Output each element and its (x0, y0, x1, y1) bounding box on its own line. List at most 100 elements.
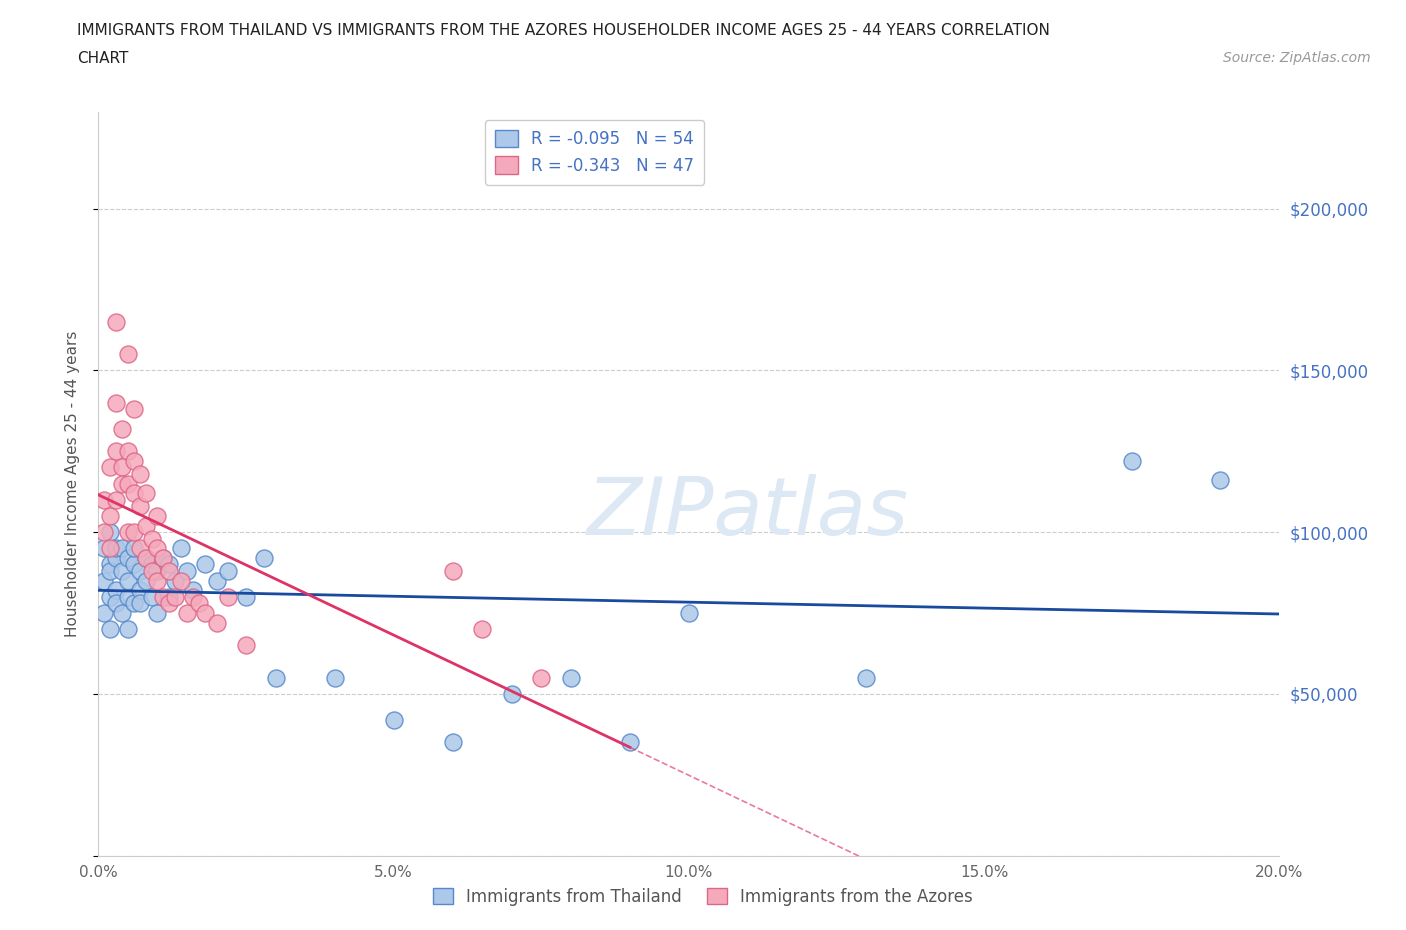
Point (157, 557, 180, 572)
Point (157, 596, 180, 611)
Point (128, 564, 150, 578)
Text: CHART: CHART (77, 51, 129, 66)
Point (146, 605, 169, 620)
Point (105, 395, 128, 410)
Point (217, 564, 239, 578)
Point (128, 498, 150, 513)
Point (382, 712, 405, 727)
Point (98, 460, 121, 475)
Point (122, 402, 145, 417)
Point (117, 476, 139, 491)
Point (117, 622, 139, 637)
Text: ZIPatlas: ZIPatlas (586, 474, 910, 552)
Point (530, 671, 553, 685)
Point (135, 518, 157, 533)
Point (122, 541, 145, 556)
Point (93, 605, 115, 620)
Point (105, 551, 128, 565)
Point (105, 444, 128, 458)
Point (105, 583, 128, 598)
Point (111, 421, 134, 436)
Point (441, 564, 464, 578)
Point (157, 564, 180, 578)
Point (122, 454, 145, 469)
Point (176, 605, 198, 620)
Point (122, 485, 145, 500)
Point (181, 583, 204, 598)
Point (141, 531, 163, 546)
Point (165, 573, 187, 588)
Point (176, 564, 198, 578)
Point (128, 541, 150, 556)
Point (135, 551, 157, 565)
Point (264, 671, 287, 685)
Point (98, 590, 121, 604)
Point (152, 590, 174, 604)
Point (98, 509, 121, 524)
Y-axis label: Householder Income Ages 25 - 44 years: Householder Income Ages 25 - 44 years (65, 330, 80, 637)
Point (128, 596, 150, 611)
Point (146, 573, 169, 588)
Point (98, 564, 121, 578)
Point (105, 541, 128, 556)
Point (253, 551, 276, 565)
Point (117, 551, 139, 565)
Point (111, 460, 134, 475)
Point (117, 573, 139, 588)
Point (678, 605, 700, 620)
Point (105, 314, 128, 329)
Point (135, 573, 157, 588)
Point (141, 557, 163, 572)
Point (128, 583, 150, 598)
Point (93, 492, 115, 507)
Point (117, 444, 139, 458)
Point (560, 671, 582, 685)
Point (93, 525, 115, 539)
Point (217, 590, 239, 604)
Point (235, 638, 257, 653)
Point (93, 573, 115, 588)
Point (152, 551, 174, 565)
Point (235, 590, 257, 604)
Point (111, 564, 134, 578)
Point (122, 596, 145, 611)
Point (1121, 454, 1143, 469)
Point (117, 525, 139, 539)
Point (170, 573, 193, 588)
Point (105, 596, 128, 611)
Text: IMMIGRANTS FROM THAILAND VS IMMIGRANTS FROM THE AZORES HOUSEHOLDER INCOME AGES 2: IMMIGRANTS FROM THAILAND VS IMMIGRANTS F… (77, 23, 1050, 38)
Point (98, 557, 121, 572)
Point (146, 509, 169, 524)
Point (187, 596, 209, 611)
Point (122, 525, 145, 539)
Point (98, 622, 121, 637)
Point (122, 557, 145, 572)
Point (165, 590, 187, 604)
Point (135, 485, 157, 500)
Point (205, 616, 228, 631)
Point (323, 671, 346, 685)
Point (471, 622, 494, 637)
Legend: R = -0.095   N = 54, R = -0.343   N = 47: R = -0.095 N = 54, R = -0.343 N = 47 (485, 120, 704, 184)
Point (141, 590, 163, 604)
Point (141, 564, 163, 578)
Point (1209, 473, 1232, 488)
Point (117, 590, 139, 604)
Point (157, 590, 180, 604)
Point (117, 347, 139, 362)
Point (855, 671, 877, 685)
Point (194, 557, 217, 572)
Point (135, 551, 157, 565)
Point (111, 605, 134, 620)
Point (146, 541, 169, 556)
Legend: Immigrants from Thailand, Immigrants from the Azores: Immigrants from Thailand, Immigrants fro… (426, 881, 980, 912)
Point (205, 573, 228, 588)
Point (111, 541, 134, 556)
Point (194, 605, 217, 620)
Point (501, 686, 523, 701)
Point (619, 735, 641, 750)
Point (441, 735, 464, 750)
Point (111, 476, 134, 491)
Point (98, 541, 121, 556)
Point (152, 551, 174, 565)
